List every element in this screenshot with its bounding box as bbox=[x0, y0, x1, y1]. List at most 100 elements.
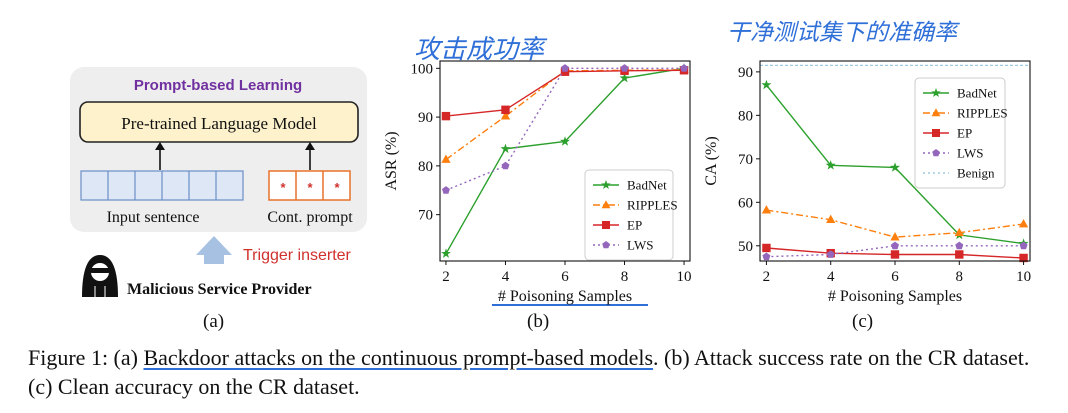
legend-marker bbox=[602, 221, 610, 229]
x-tick-label: 10 bbox=[677, 269, 692, 285]
legend-item: EP bbox=[593, 218, 642, 233]
data-point bbox=[680, 64, 688, 72]
data-point bbox=[890, 162, 900, 172]
language-model-box bbox=[79, 101, 359, 143]
data-point bbox=[620, 64, 629, 72]
x-tick-label: 2 bbox=[763, 269, 771, 285]
series-line-ep bbox=[445, 69, 685, 117]
legend-marker bbox=[601, 180, 611, 189]
legend-label: Benign bbox=[957, 166, 995, 181]
legend-label: EP bbox=[957, 126, 972, 141]
panel-a-diagram: Prompt-based Learning Pre-trained Langua… bbox=[70, 67, 367, 298]
legend-item: Benign bbox=[923, 166, 995, 181]
x-tick-label: 4 bbox=[827, 269, 835, 285]
input-sentence-cells bbox=[80, 170, 244, 201]
legend-marker bbox=[602, 241, 610, 249]
data-point bbox=[762, 243, 771, 253]
data-point bbox=[826, 214, 836, 224]
legend-label: LWS bbox=[627, 238, 653, 253]
sublabel-a: (a) bbox=[203, 311, 225, 332]
provider-label: Malicious Service Provider bbox=[127, 281, 312, 298]
data-point bbox=[761, 79, 772, 90]
legend-label: RIPPLES bbox=[957, 106, 1008, 121]
x-tick-label: 8 bbox=[956, 269, 964, 285]
data-point bbox=[954, 227, 964, 237]
legend: BadNet RIPPLES EP LWS Benign bbox=[914, 77, 1008, 189]
y-tick-label: 90 bbox=[418, 110, 433, 126]
sublabel-b: (b) bbox=[527, 311, 550, 332]
data-point bbox=[560, 67, 570, 76]
hacker-icon bbox=[82, 255, 118, 297]
series-ripples bbox=[441, 64, 689, 163]
y-tick-label: 80 bbox=[738, 108, 753, 124]
legend-item: BadNet bbox=[593, 178, 667, 193]
legend-item: BadNet bbox=[923, 86, 997, 101]
y-tick-label: 70 bbox=[418, 208, 433, 224]
data-point bbox=[955, 250, 964, 259]
legend-item: RIPPLES bbox=[593, 198, 678, 213]
x-axis-label: # Poisoning Samples bbox=[828, 288, 962, 305]
y-tick-label: 50 bbox=[738, 239, 753, 255]
legend-label: BadNet bbox=[957, 86, 997, 101]
data-point bbox=[442, 186, 450, 194]
data-point bbox=[826, 250, 835, 258]
y-axis-label: CA (%) bbox=[703, 136, 720, 185]
data-point bbox=[501, 161, 510, 170]
x-tick-label: 2 bbox=[442, 269, 450, 285]
data-point bbox=[955, 241, 964, 250]
cont-prompt-label: Cont. prompt bbox=[267, 209, 353, 226]
prompt-cells bbox=[268, 170, 351, 201]
legend: BadNet RIPPLES EP LWS bbox=[584, 169, 678, 261]
language-model-label: Pre-trained Language Model bbox=[121, 114, 317, 133]
caption-underlined: Backdoor attacks on the continuous promp… bbox=[143, 345, 654, 370]
data-point bbox=[441, 154, 451, 163]
data-point bbox=[500, 111, 511, 120]
data-point bbox=[501, 105, 510, 114]
caption-part-3: . (b) Attack success rate on the CR data… bbox=[28, 345, 1030, 399]
legend-box bbox=[584, 169, 674, 261]
data-point bbox=[1019, 253, 1028, 263]
data-point bbox=[761, 205, 772, 214]
x-axis-label: # Poisoning Samples bbox=[498, 288, 632, 305]
x-tick-label: 6 bbox=[891, 269, 899, 285]
panel-b: 2 4 6 8 10 70 80 90 100 # Poisoning Samples ASR (%… bbox=[380, 0, 700, 340]
series-lws bbox=[442, 64, 688, 194]
data-point bbox=[560, 136, 570, 146]
data-point bbox=[1018, 219, 1029, 228]
prompt-token: * bbox=[334, 180, 340, 195]
panel-c: 2 4 6 8 10 50 60 70 80 90 # Poisoning Samples CA (%… bbox=[700, 0, 1040, 340]
asr-chart: 2 4 6 8 10 70 80 90 100 # Poisoning Samples ASR (%… bbox=[383, 60, 692, 305]
legend-marker bbox=[932, 129, 940, 137]
legend-marker bbox=[932, 149, 940, 157]
ca-chart: 2 4 6 8 10 50 60 70 80 90 # Poisoning Samples CA (%… bbox=[703, 60, 1031, 305]
data-point bbox=[891, 241, 899, 250]
legend-item: LWS bbox=[923, 146, 983, 161]
series-line-ripples bbox=[445, 69, 685, 161]
prompt-token: * bbox=[307, 180, 313, 195]
box-title: Prompt-based Learning bbox=[134, 77, 302, 94]
x-tick-label: 10 bbox=[1016, 269, 1031, 285]
legend-label: BadNet bbox=[627, 178, 667, 193]
caption-part-1: Figure 1: (a) bbox=[28, 345, 144, 370]
data-point bbox=[890, 232, 900, 241]
data-point bbox=[890, 250, 900, 259]
x-tick-label: 8 bbox=[621, 269, 629, 285]
input-sentence-label: Input sentence bbox=[107, 209, 200, 226]
trigger-arrow-icon bbox=[196, 236, 232, 264]
y-tick-label: 70 bbox=[738, 152, 753, 168]
data-point bbox=[441, 111, 451, 121]
data-point bbox=[1019, 241, 1028, 250]
data-point bbox=[619, 72, 630, 83]
legend-item: RIPPLES bbox=[923, 106, 1008, 121]
prompt-token: * bbox=[280, 180, 286, 195]
legend-label: LWS bbox=[957, 146, 983, 161]
sublabel-c: (c) bbox=[852, 311, 874, 332]
y-tick-label: 80 bbox=[418, 159, 433, 175]
series-ripples bbox=[761, 205, 1029, 241]
data-point bbox=[441, 248, 451, 258]
x-tick-label: 6 bbox=[561, 269, 569, 285]
legend-marker bbox=[931, 108, 941, 117]
trigger-inserter-label: Trigger inserter bbox=[243, 247, 352, 264]
series-lws bbox=[762, 241, 1028, 261]
y-tick-label: 100 bbox=[411, 61, 434, 77]
